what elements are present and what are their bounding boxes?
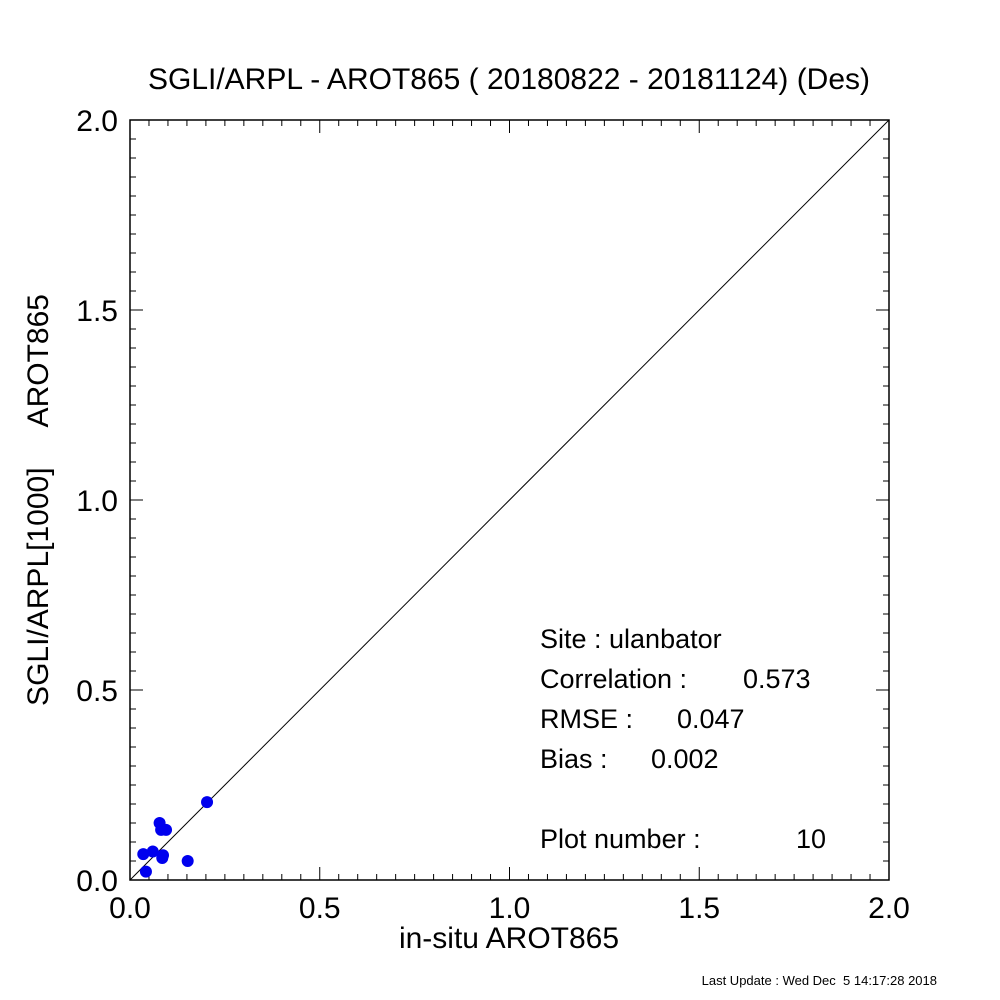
x-tick-label: 1.0 <box>489 892 531 925</box>
y-axis-label: SGLI/ARPL[1000] AROT865 <box>22 294 55 706</box>
bias-value: 0.002 <box>651 744 719 774</box>
x-tick-label: 0.5 <box>299 892 341 925</box>
minor-ticks <box>130 120 889 880</box>
y-tick-label: 0.0 <box>76 865 118 898</box>
correlation-value: 0.573 <box>743 664 811 694</box>
last-update-footer: Last Update : Wed Dec 5 14:17:28 2018 <box>702 973 937 988</box>
y-tick-label: 1.0 <box>76 485 118 518</box>
data-point <box>146 845 159 858</box>
x-tick-label: 1.5 <box>678 892 720 925</box>
x-tick-label: 0.0 <box>109 892 151 925</box>
one-to-one-line <box>129 119 890 881</box>
rmse-value: 0.047 <box>677 704 745 734</box>
rmse-label: RMSE : <box>540 704 633 734</box>
y-tick-labels: 0.0 0.5 1.0 1.5 2.0 <box>76 105 118 898</box>
x-axis-label: in-situ AROT865 <box>399 922 619 955</box>
x-tick-labels: 0.0 0.5 1.0 1.5 2.0 <box>109 892 910 925</box>
plot-frame <box>129 119 890 881</box>
plot-number-label: Plot number : <box>540 824 701 854</box>
data-points <box>137 796 214 878</box>
data-point <box>201 796 214 809</box>
y-tick-label: 1.5 <box>76 295 118 328</box>
data-point <box>139 865 152 878</box>
chart-title: SGLI/ARPL - AROT865 ( 20180822 - 2018112… <box>148 63 870 96</box>
data-point <box>181 855 194 867</box>
site-annotation: Site : ulanbator <box>540 624 722 654</box>
bias-label: Bias : <box>540 744 608 774</box>
data-point <box>160 823 173 836</box>
data-point <box>157 849 170 862</box>
plot-number-value: 10 <box>796 824 826 854</box>
correlation-label: Correlation : <box>540 664 687 694</box>
data-point <box>137 848 150 861</box>
x-tick-label: 2.0 <box>868 892 910 925</box>
y-tick-label: 2.0 <box>76 105 118 138</box>
y-tick-label: 0.5 <box>76 675 118 708</box>
